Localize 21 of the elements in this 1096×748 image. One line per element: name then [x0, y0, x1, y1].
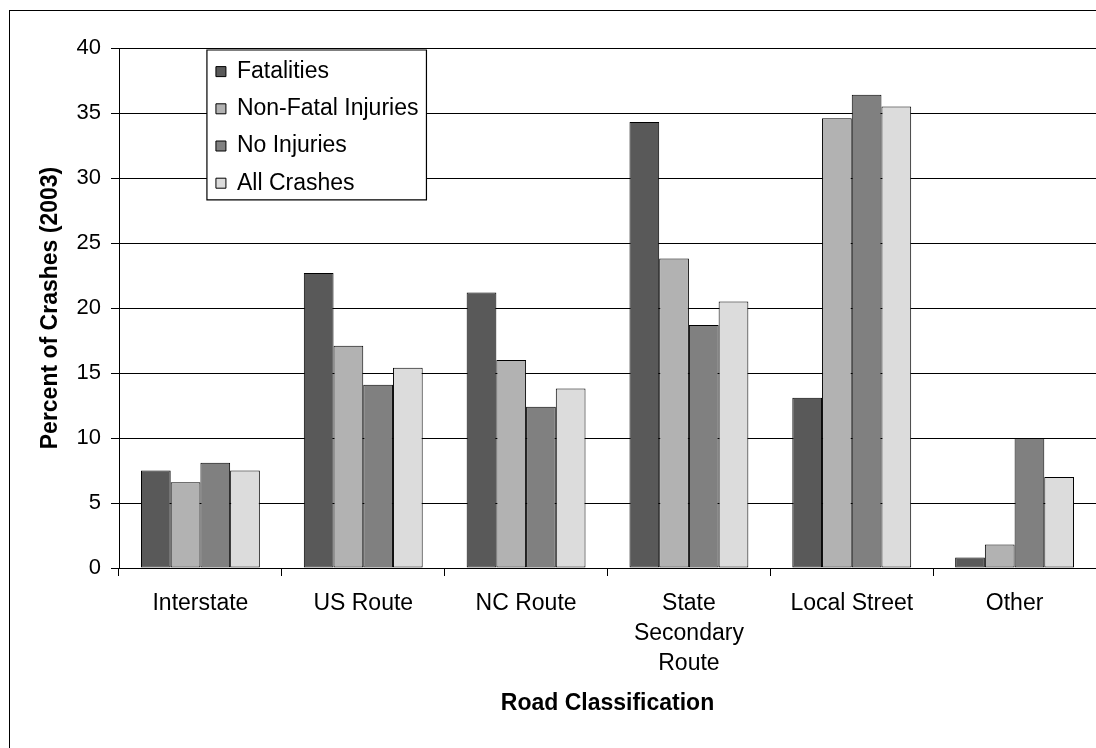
- x-axis-title: Road Classification: [500, 688, 715, 715]
- y-tick-label: 15: [76, 359, 101, 385]
- legend-label: Non-Fatal Injuries: [236, 94, 419, 121]
- y-tick-label: 10: [76, 424, 101, 450]
- y-tick-label: 35: [76, 99, 101, 125]
- y-tick-label: 30: [76, 164, 101, 190]
- y-tick-label: 40: [76, 34, 101, 60]
- y-axis-title: Percent of Crashes (2003): [36, 166, 63, 450]
- y-tick-label: 5: [88, 489, 101, 515]
- x-tick-label: State Secondary Route: [633, 589, 745, 676]
- x-tick-label: US Route: [313, 589, 414, 616]
- legend-label: No Injuries: [236, 131, 347, 158]
- x-tick-label: Interstate: [152, 589, 249, 616]
- legend-label: All Crashes: [236, 168, 355, 195]
- x-tick-label: Local Street: [790, 589, 914, 616]
- y-tick-label: 25: [76, 229, 101, 255]
- y-tick-label: 20: [76, 294, 101, 320]
- x-tick-label: NC Route: [475, 589, 577, 616]
- x-tick-label: Other: [985, 589, 1044, 616]
- legend-label: Fatalities: [236, 56, 329, 83]
- y-tick-label: 0: [88, 554, 101, 580]
